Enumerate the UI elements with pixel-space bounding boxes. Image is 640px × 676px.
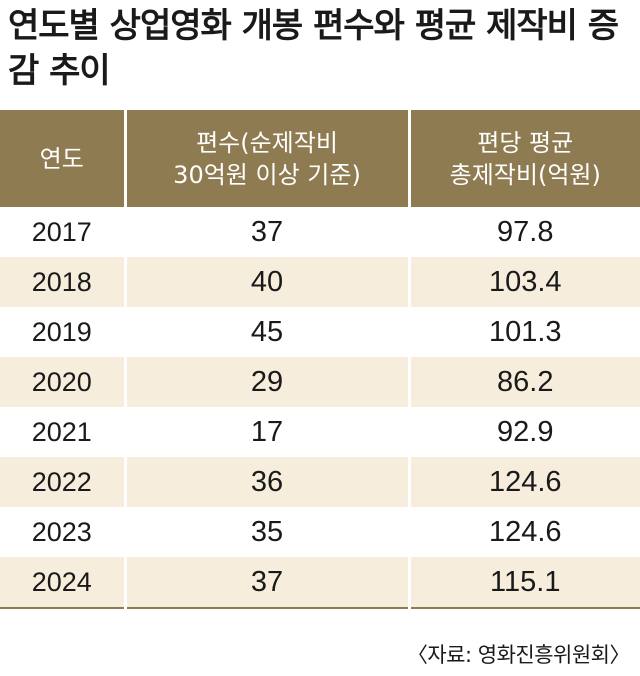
header-year-line-1: 연도	[39, 144, 84, 173]
cost-cell: 124.6	[409, 457, 640, 507]
count-cell: 29	[125, 357, 411, 407]
header-year: 연도	[0, 110, 127, 207]
table-row: 2024 37 115.1	[0, 557, 640, 609]
table-row: 2021 17 92.9	[0, 407, 640, 457]
cost-cell: 115.1	[409, 557, 640, 609]
count-cell: 36	[125, 457, 411, 507]
table-row: 2022 36 124.6	[0, 457, 640, 507]
table-row: 2019 45 101.3	[0, 307, 640, 357]
header-cost: 편당 평균 총제작비(억원)	[409, 110, 640, 207]
header-count: 편수(순제작비 30억원 이상 기준)	[125, 110, 411, 207]
chart-title: 연도별 상업영화 개봉 편수와 평균 제작비 증감 추이	[8, 6, 619, 91]
count-cell: 37	[125, 557, 411, 609]
year-cell: 2021	[0, 407, 127, 457]
table-row: 2018 40 103.4	[0, 257, 640, 307]
year-cell: 2023	[0, 507, 127, 557]
count-cell: 40	[125, 257, 411, 307]
data-table: 연도 편수(순제작비 30억원 이상 기준) 편당 평균 총제작비(억원) 20…	[0, 110, 640, 609]
count-cell: 17	[125, 407, 411, 457]
header-count-line-1: 편수(순제작비	[196, 128, 338, 157]
year-cell: 2020	[0, 357, 127, 407]
year-cell: 2017	[0, 207, 127, 257]
count-cell: 37	[125, 207, 411, 257]
cost-cell: 101.3	[409, 307, 640, 357]
year-cell: 2024	[0, 557, 127, 609]
cost-cell: 92.9	[409, 407, 640, 457]
table-row: 2020 29 86.2	[0, 357, 640, 407]
table-body: 2017 37 97.8 2018 40 103.4 2019 45 101.3 2020 29 86…	[0, 207, 640, 609]
source-note: 〈자료: 영화진흥위원회〉	[406, 643, 631, 667]
count-cell: 35	[125, 507, 411, 557]
cost-cell: 86.2	[409, 357, 640, 407]
year-cell: 2018	[0, 257, 127, 307]
header-cost-line-1: 편당 평균	[477, 128, 574, 157]
cost-cell: 97.8	[409, 207, 640, 257]
table-row: 2023 35 124.6	[0, 507, 640, 557]
table-header: 연도 편수(순제작비 30억원 이상 기준) 편당 평균 총제작비(억원)	[0, 110, 640, 207]
cost-cell: 124.6	[409, 507, 640, 557]
header-cost-line-2: 총제작비(억원)	[449, 160, 601, 189]
year-cell: 2019	[0, 307, 127, 357]
year-cell: 2022	[0, 457, 127, 507]
header-count-line-2: 30억원 이상 기준)	[173, 160, 361, 189]
table-row: 2017 37 97.8	[0, 207, 640, 257]
header-row: 연도 편수(순제작비 30억원 이상 기준) 편당 평균 총제작비(억원)	[0, 110, 640, 207]
count-cell: 45	[125, 307, 411, 357]
cost-cell: 103.4	[409, 257, 640, 307]
